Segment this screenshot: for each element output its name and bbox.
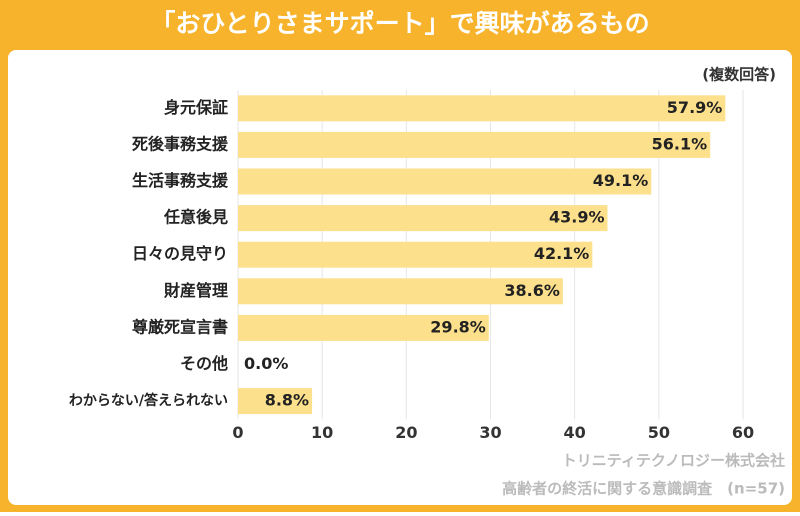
value-label: 43.9% [549, 208, 605, 227]
x-tick-label: 50 [648, 423, 670, 442]
value-label: 42.1% [534, 244, 590, 263]
y-tick-label: 身元保証 [164, 98, 228, 117]
x-tick-label: 30 [479, 423, 501, 442]
x-tick-label: 60 [732, 423, 754, 442]
x-tick-label: 20 [395, 423, 417, 442]
value-label: 38.6% [504, 281, 560, 300]
value-label: 49.1% [593, 171, 649, 190]
y-tick-label: 任意後見 [163, 208, 228, 227]
y-tick-label: 尊厳死宣言書 [132, 317, 228, 336]
note: (複数回答) [702, 66, 776, 84]
y-tick-label: 生活事務支援 [132, 171, 229, 190]
bar [238, 241, 593, 268]
value-label: 0.0% [244, 354, 288, 373]
y-tick-label: その他 [180, 354, 228, 373]
y-tick-label: 死後事務支援 [132, 134, 229, 153]
bar [238, 168, 652, 195]
y-tick-label: 財産管理 [164, 281, 228, 300]
value-label: 8.8% [265, 391, 309, 410]
bar [238, 131, 711, 158]
bar [238, 278, 563, 305]
x-tick-label: 40 [564, 423, 586, 442]
bar [238, 205, 608, 232]
bar [238, 388, 313, 415]
value-label: 56.1% [652, 134, 708, 153]
source: トリニティテクノロジー株式会社 [562, 452, 785, 470]
value-label: 29.8% [430, 317, 486, 336]
y-tick-label: 日々の見守り [132, 244, 228, 263]
y-tick-label: わからない/答えられない [69, 392, 228, 409]
source: 高齢者の終活に関する意識調査 (n=57) [502, 480, 785, 498]
bar [238, 95, 726, 122]
bar [238, 314, 489, 341]
panel [8, 50, 792, 505]
x-tick-label: 10 [311, 423, 333, 442]
x-tick-label: 0 [232, 423, 243, 442]
value-label: 57.9% [667, 98, 723, 117]
chart-title: 「おひとりさまサポート」で興味があるもの [150, 9, 649, 38]
